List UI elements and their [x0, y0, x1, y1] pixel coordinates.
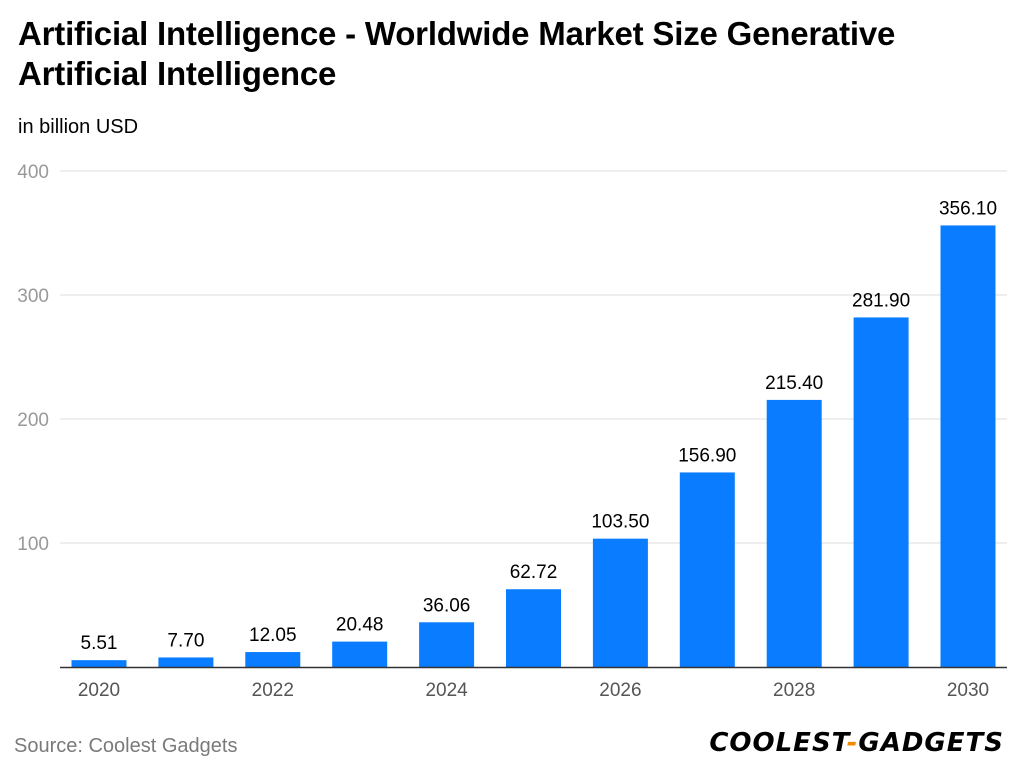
- bar-2025: [506, 589, 561, 667]
- value-label-2022: 12.05: [249, 625, 297, 646]
- value-label-2026: 103.50: [591, 512, 649, 533]
- y-tick-label-400: 400: [17, 162, 49, 183]
- bar-2029: [853, 317, 909, 667]
- y-tick-label-100: 100: [17, 534, 49, 555]
- bar-2021: [158, 657, 214, 667]
- brand-logo-part2: GADGETS: [858, 728, 1004, 758]
- value-label-2030: 356.10: [939, 198, 997, 219]
- bar-2028: [766, 399, 822, 667]
- value-label-2020: 5.51: [81, 633, 118, 654]
- brand-logo: COOLEST-GADGETS: [709, 728, 1004, 758]
- source-note: Source: Coolest Gadgets: [14, 735, 238, 757]
- y-tick-label-200: 200: [17, 410, 49, 431]
- y-tick-label-300: 300: [17, 286, 49, 307]
- value-label-2023: 20.48: [336, 615, 384, 636]
- x-tick-label-2022: 2022: [252, 680, 294, 701]
- x-tick-label-2020: 2020: [78, 680, 120, 701]
- bar-2030: [940, 225, 996, 667]
- brand-logo-dash: -: [846, 728, 859, 758]
- bar-2027: [679, 472, 735, 667]
- value-label-2028: 215.40: [765, 373, 823, 394]
- x-tick-label-2028: 2028: [773, 680, 815, 701]
- chart-title: Artificial Intelligence - Worldwide Mark…: [18, 15, 896, 92]
- value-label-2027: 156.90: [678, 445, 736, 466]
- chart-subtitle: in billion USD: [18, 116, 139, 138]
- value-label-2024: 36.06: [423, 595, 471, 616]
- bar-2024: [419, 622, 475, 667]
- value-label-2025: 62.72: [510, 562, 558, 583]
- bar-2023: [332, 641, 388, 667]
- value-label-2021: 7.70: [167, 630, 204, 651]
- x-tick-label-2024: 2024: [425, 680, 468, 701]
- x-tick-label-2030: 2030: [947, 680, 989, 701]
- value-label-2029: 281.90: [852, 290, 910, 311]
- brand-logo-part1: COOLEST: [709, 728, 847, 758]
- bar-2020: [71, 660, 127, 667]
- bar-2022: [245, 652, 301, 667]
- bar-2026: [592, 538, 648, 667]
- x-tick-label-2026: 2026: [599, 680, 641, 701]
